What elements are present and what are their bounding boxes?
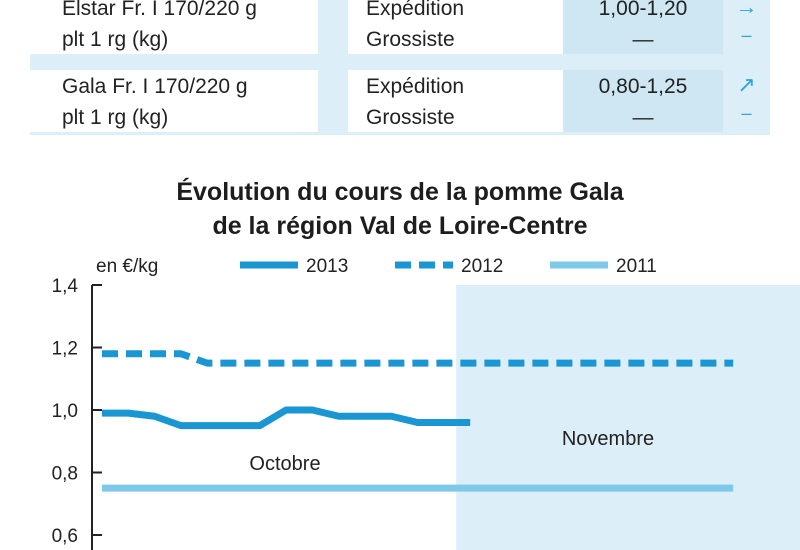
x-tick-label: 30 xyxy=(409,547,426,550)
x-tick-label: 15 xyxy=(725,547,742,550)
chart-title: Évolution du cours de la pomme Gala de l… xyxy=(0,175,800,243)
x-tick-label: 14 xyxy=(94,547,111,550)
y-tick-label: 1,2 xyxy=(52,339,78,360)
x-tick-label: 23 xyxy=(278,547,295,550)
price-expedition: 0,80-1,25 xyxy=(598,75,688,98)
x-tick-label: 15 xyxy=(120,547,137,550)
chart-title-line-1: Évolution du cours de la pomme Gala xyxy=(176,178,624,206)
x-tick-label: 5 xyxy=(519,547,527,550)
price-expedition: 1,00-1,20 xyxy=(598,0,688,20)
legend-label-2012: 2012 xyxy=(461,256,503,277)
legend-label-2013: 2013 xyxy=(306,256,348,277)
product-packaging: plt 1 rg (kg) xyxy=(62,106,169,129)
x-tick-label: 18 xyxy=(199,547,216,550)
x-tick-label: 7 xyxy=(571,547,579,550)
x-tick-label: 28 xyxy=(357,547,374,550)
y-tick-label: 1,0 xyxy=(52,401,78,422)
table-row: Gala Fr. I 170/220 g plt 1 rg (kg) Expéd… xyxy=(30,70,770,132)
x-tick-label: 16 xyxy=(146,547,163,550)
y-tick-label: 0,6 xyxy=(52,526,78,547)
stage-expedition: Expédition xyxy=(366,0,465,20)
stage-grossiste: Grossiste xyxy=(366,28,455,51)
price-cell: 1,00-1,20 — xyxy=(563,0,723,54)
arrow-right-icon: → xyxy=(735,0,758,19)
y-tick-label: 0,8 xyxy=(52,464,78,485)
x-tick-label: 11 xyxy=(620,547,636,550)
x-tick-label: 6 xyxy=(545,547,553,550)
x-tick-label: 25 xyxy=(330,547,347,550)
x-tick-label: 29 xyxy=(383,547,400,550)
x-tick-label: 14 xyxy=(699,547,716,550)
x-tick-label: 17 xyxy=(173,547,190,550)
y-axis-label: en €/kg xyxy=(96,256,158,277)
dash-icon: – xyxy=(741,25,752,45)
product-name: Elstar Fr. I 170/220 g xyxy=(62,0,257,20)
november-shade xyxy=(456,285,800,550)
price-cell: 0,80-1,25 — xyxy=(563,70,723,132)
stage-expedition: Expédition xyxy=(366,75,465,98)
stage-cell: Expédition Grossiste xyxy=(348,70,563,132)
product-packaging: plt 1 rg (kg) xyxy=(62,28,169,51)
x-tick-label: 1 xyxy=(466,547,474,550)
x-tick-label: 4 xyxy=(492,547,500,550)
x-tick-label: 31 xyxy=(436,547,453,550)
dash-icon: – xyxy=(741,103,752,123)
month-label-octobre: Octobre xyxy=(249,453,320,475)
x-tick-label: 21 xyxy=(225,547,242,550)
legend-label-2011: 2011 xyxy=(616,256,657,277)
x-tick-label: 13 xyxy=(672,547,689,550)
price-grossiste: — xyxy=(632,106,654,129)
price-grossiste: — xyxy=(632,28,654,51)
x-tick-label: 22 xyxy=(251,547,268,550)
stage-cell: Expédition Grossiste xyxy=(348,0,563,54)
series-line-2012 xyxy=(102,350,734,367)
product-cell: Elstar Fr. I 170/220 g plt 1 rg (kg) xyxy=(30,0,318,54)
trend-cell: ↗ – xyxy=(723,70,770,132)
price-table: Elstar Fr. I 170/220 g plt 1 rg (kg) Exp… xyxy=(30,0,770,135)
trend-cell: → – xyxy=(723,0,770,54)
table-row: Elstar Fr. I 170/220 g plt 1 rg (kg) Exp… xyxy=(30,0,770,54)
stage-grossiste: Grossiste xyxy=(366,106,455,129)
chart-title-line-2: de la région Val de Loire-Centre xyxy=(212,212,588,240)
y-tick-label: 1,4 xyxy=(52,276,79,297)
arrow-up-right-icon: ↗ xyxy=(737,72,756,97)
x-tick-label: 12 xyxy=(646,547,663,550)
month-label-novembre: Novembre xyxy=(562,428,654,450)
x-tick-label: 8 xyxy=(598,547,606,550)
product-cell: Gala Fr. I 170/220 g plt 1 rg (kg) xyxy=(30,70,318,132)
x-tick-label: 24 xyxy=(304,547,321,550)
product-name: Gala Fr. I 170/220 g xyxy=(62,75,248,98)
series-line-2013 xyxy=(102,406,471,430)
